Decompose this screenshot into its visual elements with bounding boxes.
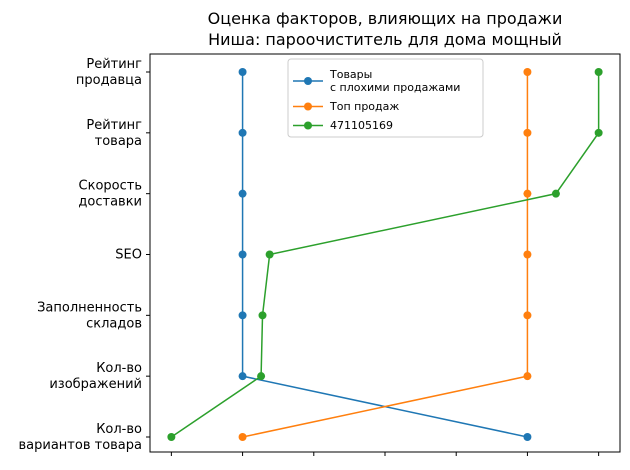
legend-marker xyxy=(304,102,312,111)
data-point xyxy=(523,372,532,381)
chart-title-line-1: Оценка факторов, влияющих на продажи xyxy=(208,9,563,28)
y-tick-label: SEO xyxy=(115,248,142,263)
data-point xyxy=(238,433,247,441)
y-tick-label: Скорость xyxy=(79,179,142,194)
data-point xyxy=(523,68,532,76)
data-point xyxy=(238,311,247,320)
data-point xyxy=(265,250,274,259)
series-2 xyxy=(238,68,532,441)
data-point xyxy=(551,189,560,198)
data-point xyxy=(257,372,266,381)
chart-title-line-2: Ниша: пароочиститель для дома мощный xyxy=(208,30,562,49)
data-point xyxy=(523,311,532,320)
legend-entry: 471105169 xyxy=(293,119,393,132)
series-3 xyxy=(167,68,603,441)
y-tick-label: доставки xyxy=(78,195,142,210)
legend-label: 471105169 xyxy=(330,119,393,132)
y-tick-label: Рейтинг xyxy=(86,57,142,72)
data-point xyxy=(238,372,247,381)
y-tick-label: Заполненность xyxy=(37,300,142,315)
legend-entry: Топ продаж xyxy=(293,100,399,113)
data-point xyxy=(594,128,603,137)
y-tick-label: Рейтинг xyxy=(86,118,142,133)
y-tick-label: вариантов товара xyxy=(19,438,143,453)
legend-label: Товары xyxy=(329,68,372,81)
data-point xyxy=(523,433,532,441)
chart-title: Оценка факторов, влияющих на продажи Ниш… xyxy=(208,9,563,49)
legend-label: Топ продаж xyxy=(329,100,399,113)
y-tick-label: продавца xyxy=(76,73,142,88)
data-point xyxy=(238,68,247,76)
data-point xyxy=(258,311,267,320)
legend-marker xyxy=(304,77,312,85)
y-tick-label: изображений xyxy=(49,377,142,392)
legend-label: с плохими продажами xyxy=(330,81,460,94)
y-axis: РейтингпродавцаРейтингтовараСкоростьдост… xyxy=(19,57,150,453)
legend-box xyxy=(287,58,484,138)
series-1 xyxy=(238,68,532,441)
data-point xyxy=(523,189,532,198)
series-layer xyxy=(167,68,603,441)
y-tick-label: товара xyxy=(95,134,142,149)
data-point xyxy=(523,250,532,259)
x-axis xyxy=(170,452,600,456)
y-tick-label: Кол-во xyxy=(96,361,142,376)
data-point xyxy=(523,128,532,137)
legend-marker xyxy=(304,121,312,130)
y-tick-label: складов xyxy=(86,316,142,331)
data-point xyxy=(594,68,603,76)
data-point xyxy=(238,250,247,259)
y-tick-label: Кол-во xyxy=(96,422,142,437)
data-point xyxy=(238,189,247,198)
data-point xyxy=(167,433,176,441)
data-point xyxy=(238,128,247,137)
